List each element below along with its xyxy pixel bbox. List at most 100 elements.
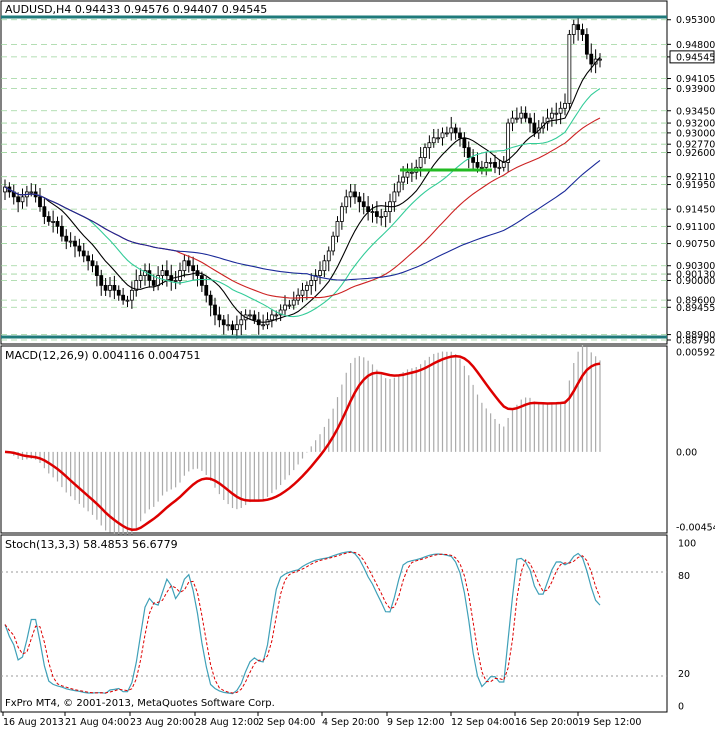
candle-body	[501, 162, 506, 168]
stoch-main-line	[4, 550, 601, 695]
candle-body	[38, 196, 42, 208]
candle-body	[335, 221, 340, 237]
time-tick-label: 9 Sep 12:00	[387, 717, 444, 728]
price-tick-label: 0.90750	[676, 239, 715, 250]
price-tick-label: 0.92770	[676, 140, 715, 151]
price-tick-label: 0.91450	[676, 205, 715, 216]
candle-body	[274, 314, 279, 317]
price-tick-label: 0.88900	[676, 330, 715, 341]
candle-body	[129, 289, 134, 301]
candle-body	[182, 260, 187, 272]
candle-body	[178, 270, 182, 281]
candle-body	[77, 245, 82, 252]
main-price-panel[interactable]: AUDUSD,H4 0.94433 0.94576 0.94407 0.9454…	[0, 0, 668, 345]
candle-body	[510, 117, 515, 124]
stoch-tick-label: 0	[678, 702, 684, 713]
ma-green-line	[4, 88, 601, 318]
time-tick-label: 16 Aug 2013	[3, 717, 64, 728]
time-tick-label: 21 Aug 04:00	[65, 717, 129, 728]
candle-body	[545, 117, 550, 124]
candle-body	[309, 280, 314, 286]
candle-body	[164, 270, 169, 276]
candle-body	[217, 314, 222, 321]
candle-body	[138, 275, 143, 281]
candle-body	[471, 157, 476, 163]
candle-body	[357, 196, 362, 203]
candle-body	[86, 255, 91, 262]
candle-body	[226, 324, 231, 327]
candle-body	[339, 206, 344, 222]
candle-body	[300, 289, 305, 296]
candle-body	[16, 196, 21, 203]
candle-body	[528, 117, 532, 124]
stoch-axis: 100 80 20 0	[678, 539, 696, 713]
candle-body	[208, 294, 213, 306]
candle-body	[42, 206, 47, 217]
candle-body	[134, 280, 139, 291]
candle-body	[344, 196, 349, 208]
candle-body	[121, 294, 126, 301]
macd-tick-label: 0.00	[676, 447, 697, 458]
candle-body	[484, 162, 489, 168]
candle-body	[73, 240, 77, 247]
candle-body	[318, 270, 322, 276]
stoch-signal-line	[4, 551, 601, 694]
candle-body	[151, 280, 156, 286]
candle-body	[304, 284, 309, 291]
candle-body	[379, 216, 384, 218]
time-tick-label: 16 Sep 20:00	[515, 717, 578, 728]
candle-body	[392, 191, 397, 203]
candle-body	[479, 166, 484, 169]
price-tick-label: 0.90300	[676, 261, 715, 272]
candle-body	[361, 201, 366, 208]
candle-body	[580, 29, 585, 35]
price-tick-label: 0.93450	[676, 106, 715, 117]
candle-body	[112, 284, 117, 291]
price-tick-label: 0.94545	[676, 52, 715, 63]
candle-body	[558, 107, 563, 114]
macd-panel[interactable]: MACD(12,26,9) 0.004116 0.004751	[0, 345, 668, 539]
candle-body	[405, 171, 410, 178]
candle-body	[589, 53, 594, 65]
price-tick-label: 0.89600	[676, 296, 715, 307]
candle-body	[554, 112, 559, 115]
candle-body	[239, 319, 244, 326]
macd-histogram	[8, 345, 601, 539]
candle-body	[278, 309, 283, 316]
time-tick-label: 2 Sep 04:00	[258, 717, 315, 728]
price-tick-label: 0.91100	[676, 222, 715, 233]
candle-body	[418, 157, 423, 168]
candle-body	[291, 299, 296, 306]
candlestick-series	[3, 16, 602, 339]
candle-body	[497, 166, 502, 169]
candle-body	[584, 34, 589, 55]
candle-body	[444, 132, 449, 135]
candle-body	[59, 225, 64, 237]
price-tick-label: 0.93000	[676, 128, 715, 139]
stoch-tick-label: 80	[678, 571, 690, 582]
candle-body	[99, 275, 104, 286]
candle-body	[29, 191, 34, 194]
candle-body	[519, 112, 524, 119]
candle-body	[269, 314, 274, 321]
candle-body	[81, 250, 86, 257]
stochastic-panel[interactable]: Stoch(13,3,3) 58.4853 56.6779 FxPro MT4,…	[0, 534, 668, 713]
candle-body	[94, 265, 99, 276]
candle-body	[116, 289, 121, 296]
candle-body	[453, 127, 458, 134]
candle-body	[571, 24, 576, 35]
time-tick-label: 23 Aug 20:00	[130, 717, 194, 728]
candle-body	[353, 191, 357, 198]
candle-body	[423, 147, 427, 158]
candle-body	[125, 299, 130, 302]
price-tick-label: 0.89455	[676, 303, 715, 314]
candle-body	[103, 284, 108, 291]
candle-body	[370, 211, 375, 214]
price-tick-label: 0.90000	[676, 276, 715, 287]
price-tick-label: 0.92110	[676, 172, 715, 183]
price-tick-label: 0.94800	[676, 40, 715, 51]
candle-body	[488, 162, 493, 164]
candle-body	[436, 137, 441, 140]
